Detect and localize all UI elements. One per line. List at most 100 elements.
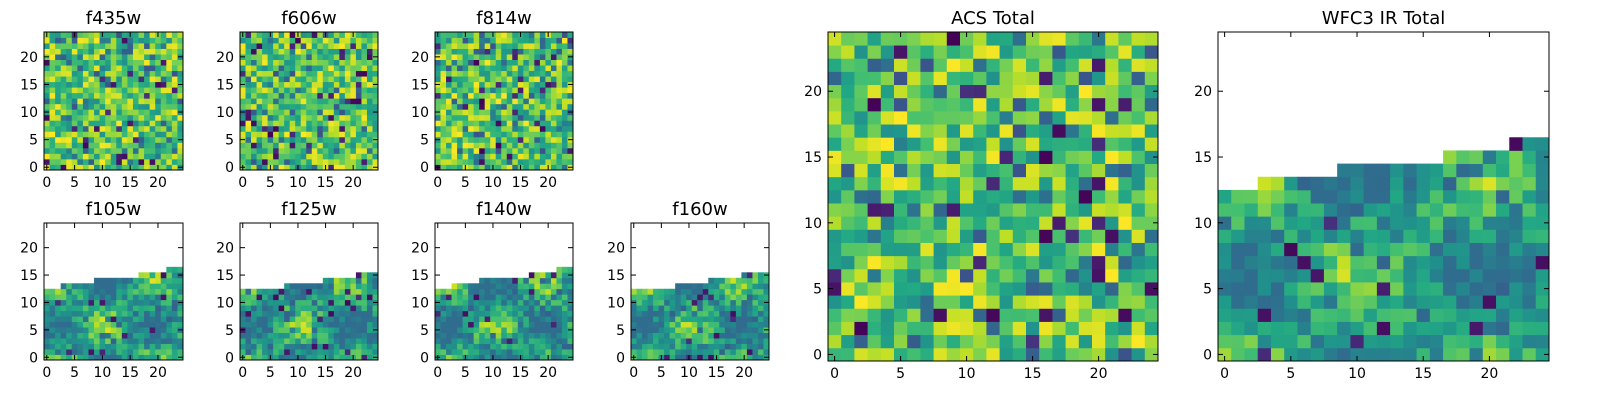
heatmap-cell — [473, 109, 480, 116]
heatmap-cell — [719, 316, 726, 323]
heatmap-cell — [94, 316, 100, 323]
heatmap-cell — [501, 114, 508, 121]
heatmap-cell — [1284, 203, 1298, 217]
heatmap-cell — [1218, 255, 1232, 270]
heatmap-cell — [719, 310, 726, 317]
heatmap-cell — [1118, 97, 1132, 112]
heatmap-cell — [166, 277, 173, 284]
heatmap-cell — [262, 294, 268, 301]
heatmap-cell — [1284, 189, 1298, 204]
heatmap-cell — [1105, 242, 1119, 257]
heatmap-cell — [440, 316, 447, 323]
heatmap-cell — [907, 150, 921, 164]
heatmap-cell — [88, 48, 95, 55]
heatmap-cell — [484, 354, 491, 361]
heatmap-cell — [647, 354, 654, 361]
heatmap-cell — [361, 147, 368, 154]
heatmap-cell — [317, 283, 324, 290]
heatmap-cell — [986, 216, 1000, 230]
heatmap-cell — [94, 109, 100, 116]
heatmap-cell — [278, 109, 285, 116]
heatmap-cell — [1429, 163, 1444, 178]
heatmap-cell — [240, 76, 246, 83]
heatmap-cell — [88, 81, 95, 88]
heatmap-cell — [372, 37, 379, 44]
heatmap-cell — [894, 255, 908, 270]
heatmap-cell — [1244, 242, 1259, 257]
heatmap-cell — [284, 54, 291, 60]
heatmap-cell — [82, 354, 89, 361]
heatmap-cell — [127, 299, 134, 306]
heatmap-cell — [88, 305, 95, 312]
heatmap-cell — [1363, 268, 1378, 283]
heatmap-cell — [501, 48, 508, 55]
heatmap-cell — [556, 305, 563, 312]
heatmap-cell — [1065, 255, 1080, 270]
heatmap-cell — [177, 76, 184, 83]
heatmap-cell — [273, 37, 280, 44]
heatmap-cell — [506, 305, 513, 312]
heatmap-cell — [528, 120, 535, 127]
heatmap-cell — [99, 54, 106, 60]
heatmap-cell — [245, 147, 252, 154]
heatmap-cell — [361, 164, 368, 171]
heatmap-cell — [1078, 58, 1093, 72]
heatmap-cell — [361, 92, 368, 99]
heatmap-cell — [920, 97, 934, 112]
heatmap-cell — [1144, 176, 1159, 191]
heatmap-cell — [1257, 189, 1272, 204]
heatmap-cell — [550, 321, 557, 328]
heatmap-cell — [177, 114, 184, 121]
heatmap-cell — [545, 147, 552, 154]
heatmap-cell — [479, 288, 486, 295]
heatmap-cell — [1131, 282, 1146, 296]
heatmap-cell — [567, 338, 574, 344]
heatmap-cell — [484, 59, 491, 66]
heatmap-cell — [251, 54, 257, 60]
heatmap-cell — [160, 142, 167, 149]
heatmap-cell — [653, 338, 659, 344]
heatmap-cell — [1026, 137, 1040, 151]
heatmap-cell — [702, 305, 709, 312]
heatmap-cell — [278, 147, 285, 154]
heatmap-cell — [1131, 242, 1146, 257]
heatmap-cell — [1509, 137, 1523, 151]
heatmap-cell — [149, 109, 156, 116]
heatmap-cell — [517, 98, 524, 105]
heatmap-cell — [490, 120, 497, 127]
heatmap-cell — [479, 98, 486, 105]
heatmap-cell — [144, 98, 151, 105]
heatmap-cell — [440, 338, 447, 344]
heatmap-cell — [523, 294, 530, 301]
heatmap-cell — [328, 321, 335, 328]
heatmap-cell — [171, 76, 178, 83]
heatmap-cell — [66, 338, 73, 344]
heatmap-cell — [1363, 308, 1378, 322]
heatmap-cell — [669, 310, 676, 317]
heatmap-cell — [741, 283, 748, 290]
heatmap-cell — [534, 288, 541, 295]
heatmap-cell — [479, 305, 486, 312]
heatmap-cell — [99, 114, 106, 121]
heatmap-cell — [256, 131, 263, 138]
heatmap-cell — [999, 255, 1014, 270]
heatmap-cell — [567, 266, 574, 273]
heatmap-cell — [160, 114, 167, 121]
heatmap-cell — [539, 272, 546, 279]
heatmap-cell — [322, 114, 329, 121]
heatmap-cell — [561, 294, 568, 301]
heatmap-cell — [523, 48, 530, 55]
heatmap-cell — [664, 294, 671, 301]
heatmap-cell — [933, 176, 948, 191]
heatmap-cell — [88, 142, 95, 149]
heatmap-cell — [933, 242, 948, 257]
heatmap-cell — [366, 87, 373, 94]
heatmap-cell — [1482, 229, 1497, 243]
heatmap-cell — [1065, 282, 1080, 296]
heatmap-cell — [273, 332, 280, 339]
heatmap-cell — [1131, 321, 1146, 336]
heatmap-cell — [82, 338, 89, 344]
heatmap-cell — [1131, 58, 1146, 72]
heatmap-cell — [730, 332, 737, 339]
heatmap-cell — [468, 338, 475, 344]
